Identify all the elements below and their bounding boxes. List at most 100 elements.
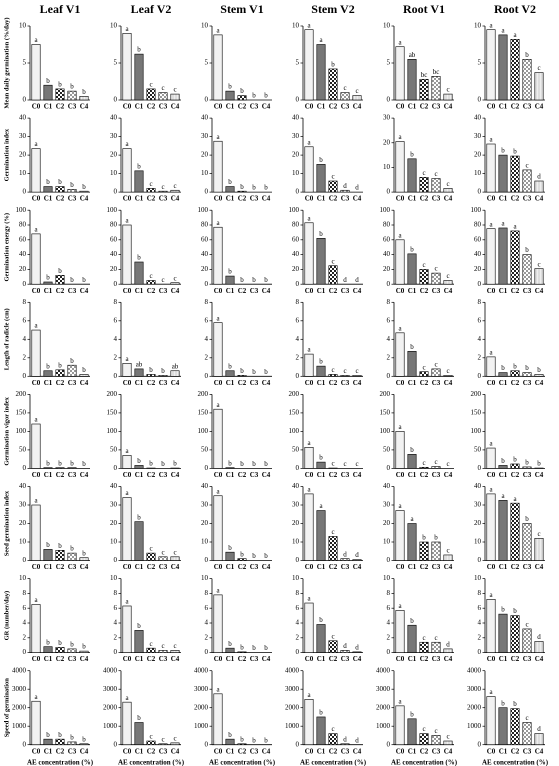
- significance-letter: b: [82, 460, 86, 468]
- significance-letter: b: [46, 77, 50, 85]
- significance-letter: a: [513, 495, 517, 503]
- y-tick-label: 0: [387, 96, 391, 104]
- significance-letter: c: [446, 460, 449, 468]
- x-tick-label: C3: [250, 747, 259, 755]
- y-tick-label: 1000: [194, 722, 209, 730]
- y-tick-label: 2: [296, 353, 300, 361]
- y-tick-label: 10: [201, 169, 209, 177]
- y-tick-label: 8: [205, 589, 209, 597]
- bar: [237, 375, 247, 377]
- bar: [122, 33, 132, 101]
- x-tick-label: C3: [250, 379, 259, 387]
- y-tick-label: 0: [387, 648, 391, 656]
- bar: [146, 647, 156, 653]
- y-tick-label: 2: [387, 633, 391, 641]
- y-tick-label: 100: [16, 206, 27, 214]
- bar: [522, 58, 532, 101]
- bar: [304, 353, 314, 377]
- significance-letter: c: [161, 548, 164, 556]
- y-tick-label: 8: [114, 298, 118, 306]
- bar: [328, 265, 338, 285]
- y-tick-label: 5: [478, 59, 482, 67]
- x-tick-label: C0: [487, 747, 496, 755]
- y-tick-label: 10: [474, 574, 482, 582]
- significance-letter: a: [307, 21, 311, 29]
- x-tick-label: C3: [432, 103, 441, 111]
- significance-letter: b: [70, 276, 74, 284]
- bar: [534, 537, 544, 561]
- significance-letter: b: [501, 699, 505, 707]
- significance-letter: c: [331, 528, 334, 536]
- bar: [352, 95, 362, 101]
- significance-letter: b: [137, 457, 141, 465]
- significance-letter: b: [82, 276, 86, 284]
- bar: [328, 536, 338, 561]
- x-tick-label: C3: [250, 563, 259, 571]
- significance-letter: c: [525, 714, 528, 722]
- bar: [316, 461, 326, 469]
- bar: [407, 454, 417, 469]
- significance-letter: b: [58, 178, 62, 186]
- bar: [407, 718, 417, 745]
- x-tick-label: C0: [123, 471, 132, 479]
- bar: [407, 351, 417, 377]
- x-tick-label: C1: [317, 287, 326, 295]
- y-tick-label: 8: [387, 298, 391, 306]
- bar: [122, 701, 132, 746]
- y-tick-label: 0: [205, 96, 209, 104]
- x-tick-label: C4: [171, 471, 180, 479]
- y-tick-label: 20: [474, 151, 482, 159]
- y-tick-label: 0: [478, 648, 482, 656]
- y-tick-label: 20: [383, 138, 391, 146]
- significance-letter: ab: [172, 362, 179, 370]
- significance-letter: c: [149, 545, 152, 553]
- x-tick-label: C4: [262, 563, 271, 571]
- significance-letter: bc: [421, 71, 428, 79]
- y-tick-label: 2000: [12, 703, 27, 711]
- significance-letter: b: [319, 709, 323, 717]
- x-tick-label: C0: [214, 103, 223, 111]
- x-tick-label: C1: [226, 747, 235, 755]
- x-tick-label: C2: [329, 471, 338, 479]
- y-tick-label: 10: [201, 22, 209, 30]
- significance-letter: b: [410, 617, 414, 625]
- x-tick-label: C2: [56, 747, 65, 755]
- y-tick-label: 4: [296, 619, 300, 627]
- y-tick-label: 4: [478, 619, 482, 627]
- bar: [522, 372, 532, 377]
- y-tick-label: 2000: [376, 703, 391, 711]
- y-tick-label: 100: [107, 427, 118, 435]
- y-tick-label: 20: [292, 265, 300, 273]
- x-tick-label: C3: [432, 655, 441, 663]
- y-tick-label: 3000: [376, 685, 391, 693]
- x-tick-label: C2: [147, 471, 156, 479]
- x-tick-label: C2: [511, 747, 520, 755]
- y-tick-label: 6: [114, 316, 118, 324]
- y-tick-label: 6: [296, 604, 300, 612]
- x-tick-label: C0: [123, 563, 132, 571]
- bar: [304, 29, 314, 101]
- significance-letter: c: [434, 361, 437, 369]
- y-tick-label: 20: [19, 151, 27, 159]
- significance-letter: c: [343, 367, 346, 375]
- x-tick-label: C4: [353, 195, 362, 203]
- x-axis-label: AE concentration (%): [209, 758, 276, 766]
- y-tick-label: 8: [296, 589, 300, 597]
- x-tick-label: C2: [147, 655, 156, 663]
- significance-letter: a: [307, 138, 311, 146]
- significance-letter: b: [137, 513, 141, 521]
- significance-letter: b: [410, 446, 414, 454]
- y-tick-label: 150: [471, 409, 482, 417]
- significance-letter: c: [434, 265, 437, 273]
- significance-letter: a: [34, 140, 38, 148]
- bar: [55, 369, 65, 377]
- bar: [510, 39, 520, 101]
- bar: [328, 180, 338, 193]
- bar: [43, 738, 53, 746]
- bar: [134, 53, 144, 101]
- y-tick-label: 8: [23, 298, 27, 306]
- bar: [510, 155, 520, 193]
- bar: [431, 272, 441, 285]
- x-tick-label: C2: [238, 471, 247, 479]
- bar: [134, 261, 144, 285]
